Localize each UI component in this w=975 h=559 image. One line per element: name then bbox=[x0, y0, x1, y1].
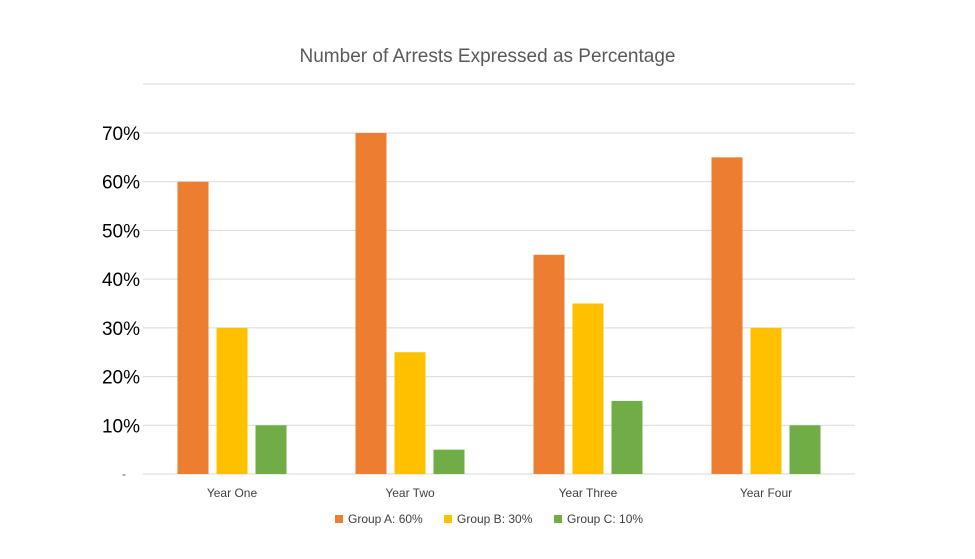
legend-label: Group A: 60% bbox=[348, 512, 423, 526]
legend-label: Group C: 10% bbox=[567, 512, 643, 526]
bar-group-b-year-four bbox=[750, 327, 782, 474]
bar-group-b-year-three bbox=[572, 303, 604, 474]
bar-group-c-year-two bbox=[433, 449, 465, 474]
y-tick-label: 20% bbox=[102, 368, 140, 389]
bar-group-a-year-one bbox=[177, 181, 209, 474]
y-tick-label: 60% bbox=[102, 173, 140, 194]
legend-swatch bbox=[554, 515, 562, 523]
y-tick-label: 50% bbox=[102, 221, 140, 242]
bar-group-a-year-four bbox=[711, 157, 743, 474]
legend-label: Group B: 30% bbox=[457, 512, 533, 526]
y-tick-label: 70% bbox=[102, 124, 140, 145]
x-axis-ticks: Year One Year Two Year Three Year Four bbox=[207, 486, 792, 500]
y-tick-label: 10% bbox=[102, 416, 140, 437]
y-axis-ticks: - 10% 20% 30% 40% 50% 60% 70% bbox=[102, 124, 140, 481]
legend-swatch bbox=[335, 515, 343, 523]
bar-group-c-year-one bbox=[255, 425, 287, 474]
x-tick-label: Year Three bbox=[559, 486, 618, 500]
bars bbox=[177, 133, 821, 474]
bar-group-a-year-two bbox=[355, 133, 387, 474]
x-tick-label: Year Four bbox=[740, 486, 792, 500]
legend-swatch bbox=[444, 515, 452, 523]
bar-group-b-year-one bbox=[216, 327, 248, 474]
bar-group-a-year-three bbox=[533, 254, 565, 474]
bar-group-c-year-four bbox=[789, 425, 821, 474]
y-tick-label: 30% bbox=[102, 319, 140, 340]
y-tick-label: 40% bbox=[102, 270, 140, 291]
bar-group-b-year-two bbox=[394, 352, 426, 474]
x-tick-label: Year Two bbox=[385, 486, 435, 500]
bar-group-c-year-three bbox=[611, 400, 643, 474]
x-tick-label: Year One bbox=[207, 486, 258, 500]
y-tick-label: - bbox=[122, 467, 126, 481]
legend: Group A: 60% Group B: 30% Group C: 10% bbox=[335, 512, 643, 526]
chart-title: Number of Arrests Expressed as Percentag… bbox=[300, 46, 676, 67]
gridlines bbox=[143, 132, 855, 475]
